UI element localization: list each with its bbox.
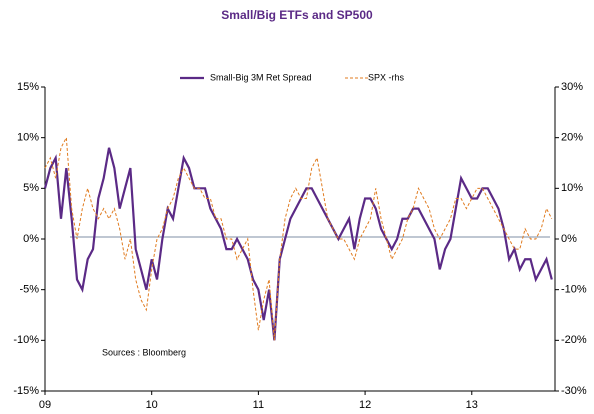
y2-tick-label: 30%	[561, 81, 583, 93]
chart-title: Small/Big ETFs and SP500	[221, 8, 373, 22]
y2-tick-label: -20%	[561, 334, 587, 346]
y-tick-label: 15%	[17, 81, 39, 93]
y-tick-label: -5%	[19, 284, 39, 296]
x-tick-label: 11	[253, 399, 264, 411]
annotation: Sources : Bloomberg	[102, 347, 186, 357]
y2-tick-label: 10%	[561, 182, 583, 194]
series-line	[44, 135, 553, 341]
x-tick-label: 12	[359, 399, 371, 411]
y2-tick-label: -30%	[561, 385, 587, 397]
x-tick-label: 09	[39, 399, 51, 411]
y-tick-label: 10%	[17, 132, 39, 144]
y2-tick-label: 20%	[561, 132, 583, 144]
legend-label: Small-Big 3M Ret Spread	[210, 72, 312, 82]
legend-label: SPX -rhs	[368, 72, 405, 82]
series-line	[43, 147, 553, 341]
x-tick-label: 13	[466, 399, 478, 411]
y2-tick-label: 0%	[561, 233, 577, 245]
y-tick-label: -10%	[13, 334, 39, 346]
y-tick-label: -15%	[13, 385, 39, 397]
x-tick-label: 10	[146, 399, 158, 411]
y-tick-label: 0%	[23, 233, 39, 245]
y-tick-label: 5%	[23, 182, 39, 194]
y2-tick-label: -10%	[561, 284, 587, 296]
